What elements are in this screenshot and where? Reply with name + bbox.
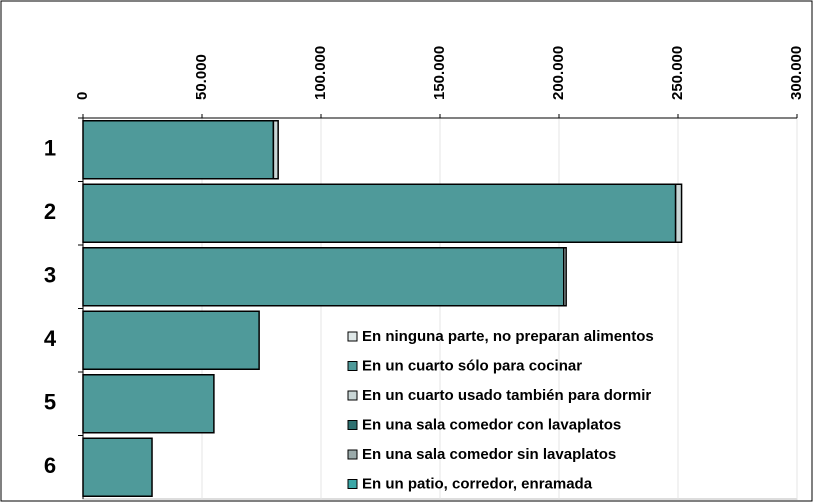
legend-marker — [347, 479, 358, 489]
x-tick-label: 200.000 — [550, 46, 567, 100]
bar — [82, 437, 153, 497]
legend-label: En un patio, corredor, enramada — [362, 475, 593, 492]
legend-label: En una sala comedor con lavaplatos — [362, 416, 621, 433]
legend-label: En ninguna parte, no preparan alimentos — [362, 328, 654, 345]
legend-label: En una sala comedor sin lavaplatos — [362, 446, 616, 463]
y-tick-label: 5 — [44, 390, 56, 415]
legend-marker — [347, 420, 358, 430]
bar — [272, 120, 279, 180]
legend: En ninguna parte, no preparan alimentos E… — [347, 328, 654, 492]
bar — [82, 247, 565, 307]
bar — [82, 183, 677, 243]
x-tick-label: 0 — [74, 92, 91, 100]
legend-marker — [347, 331, 358, 342]
legend-marker — [347, 390, 358, 401]
x-tick-label: 100.000 — [312, 46, 329, 100]
legend-label: En un cuarto usado también para dormir — [362, 387, 651, 404]
y-tick-label: 4 — [44, 326, 57, 351]
legend-marker — [347, 449, 358, 460]
x-tick-label: 150.000 — [431, 46, 448, 100]
x-tick-label: 300.000 — [788, 46, 805, 100]
x-tick-label: 50.000 — [193, 54, 210, 100]
y-tick-label: 1 — [44, 136, 56, 161]
legend-label: En un cuarto sólo para cocinar — [362, 357, 582, 374]
y-tick-label: 2 — [44, 199, 56, 224]
y-tick-label: 6 — [44, 453, 56, 478]
bar — [674, 183, 683, 243]
x-tick-label: 250.000 — [669, 46, 686, 100]
y-tick-label: 3 — [44, 263, 56, 288]
bar — [82, 120, 275, 180]
bar — [563, 247, 567, 307]
bar — [82, 374, 215, 434]
legend-marker — [347, 361, 358, 371]
bar — [82, 310, 260, 370]
